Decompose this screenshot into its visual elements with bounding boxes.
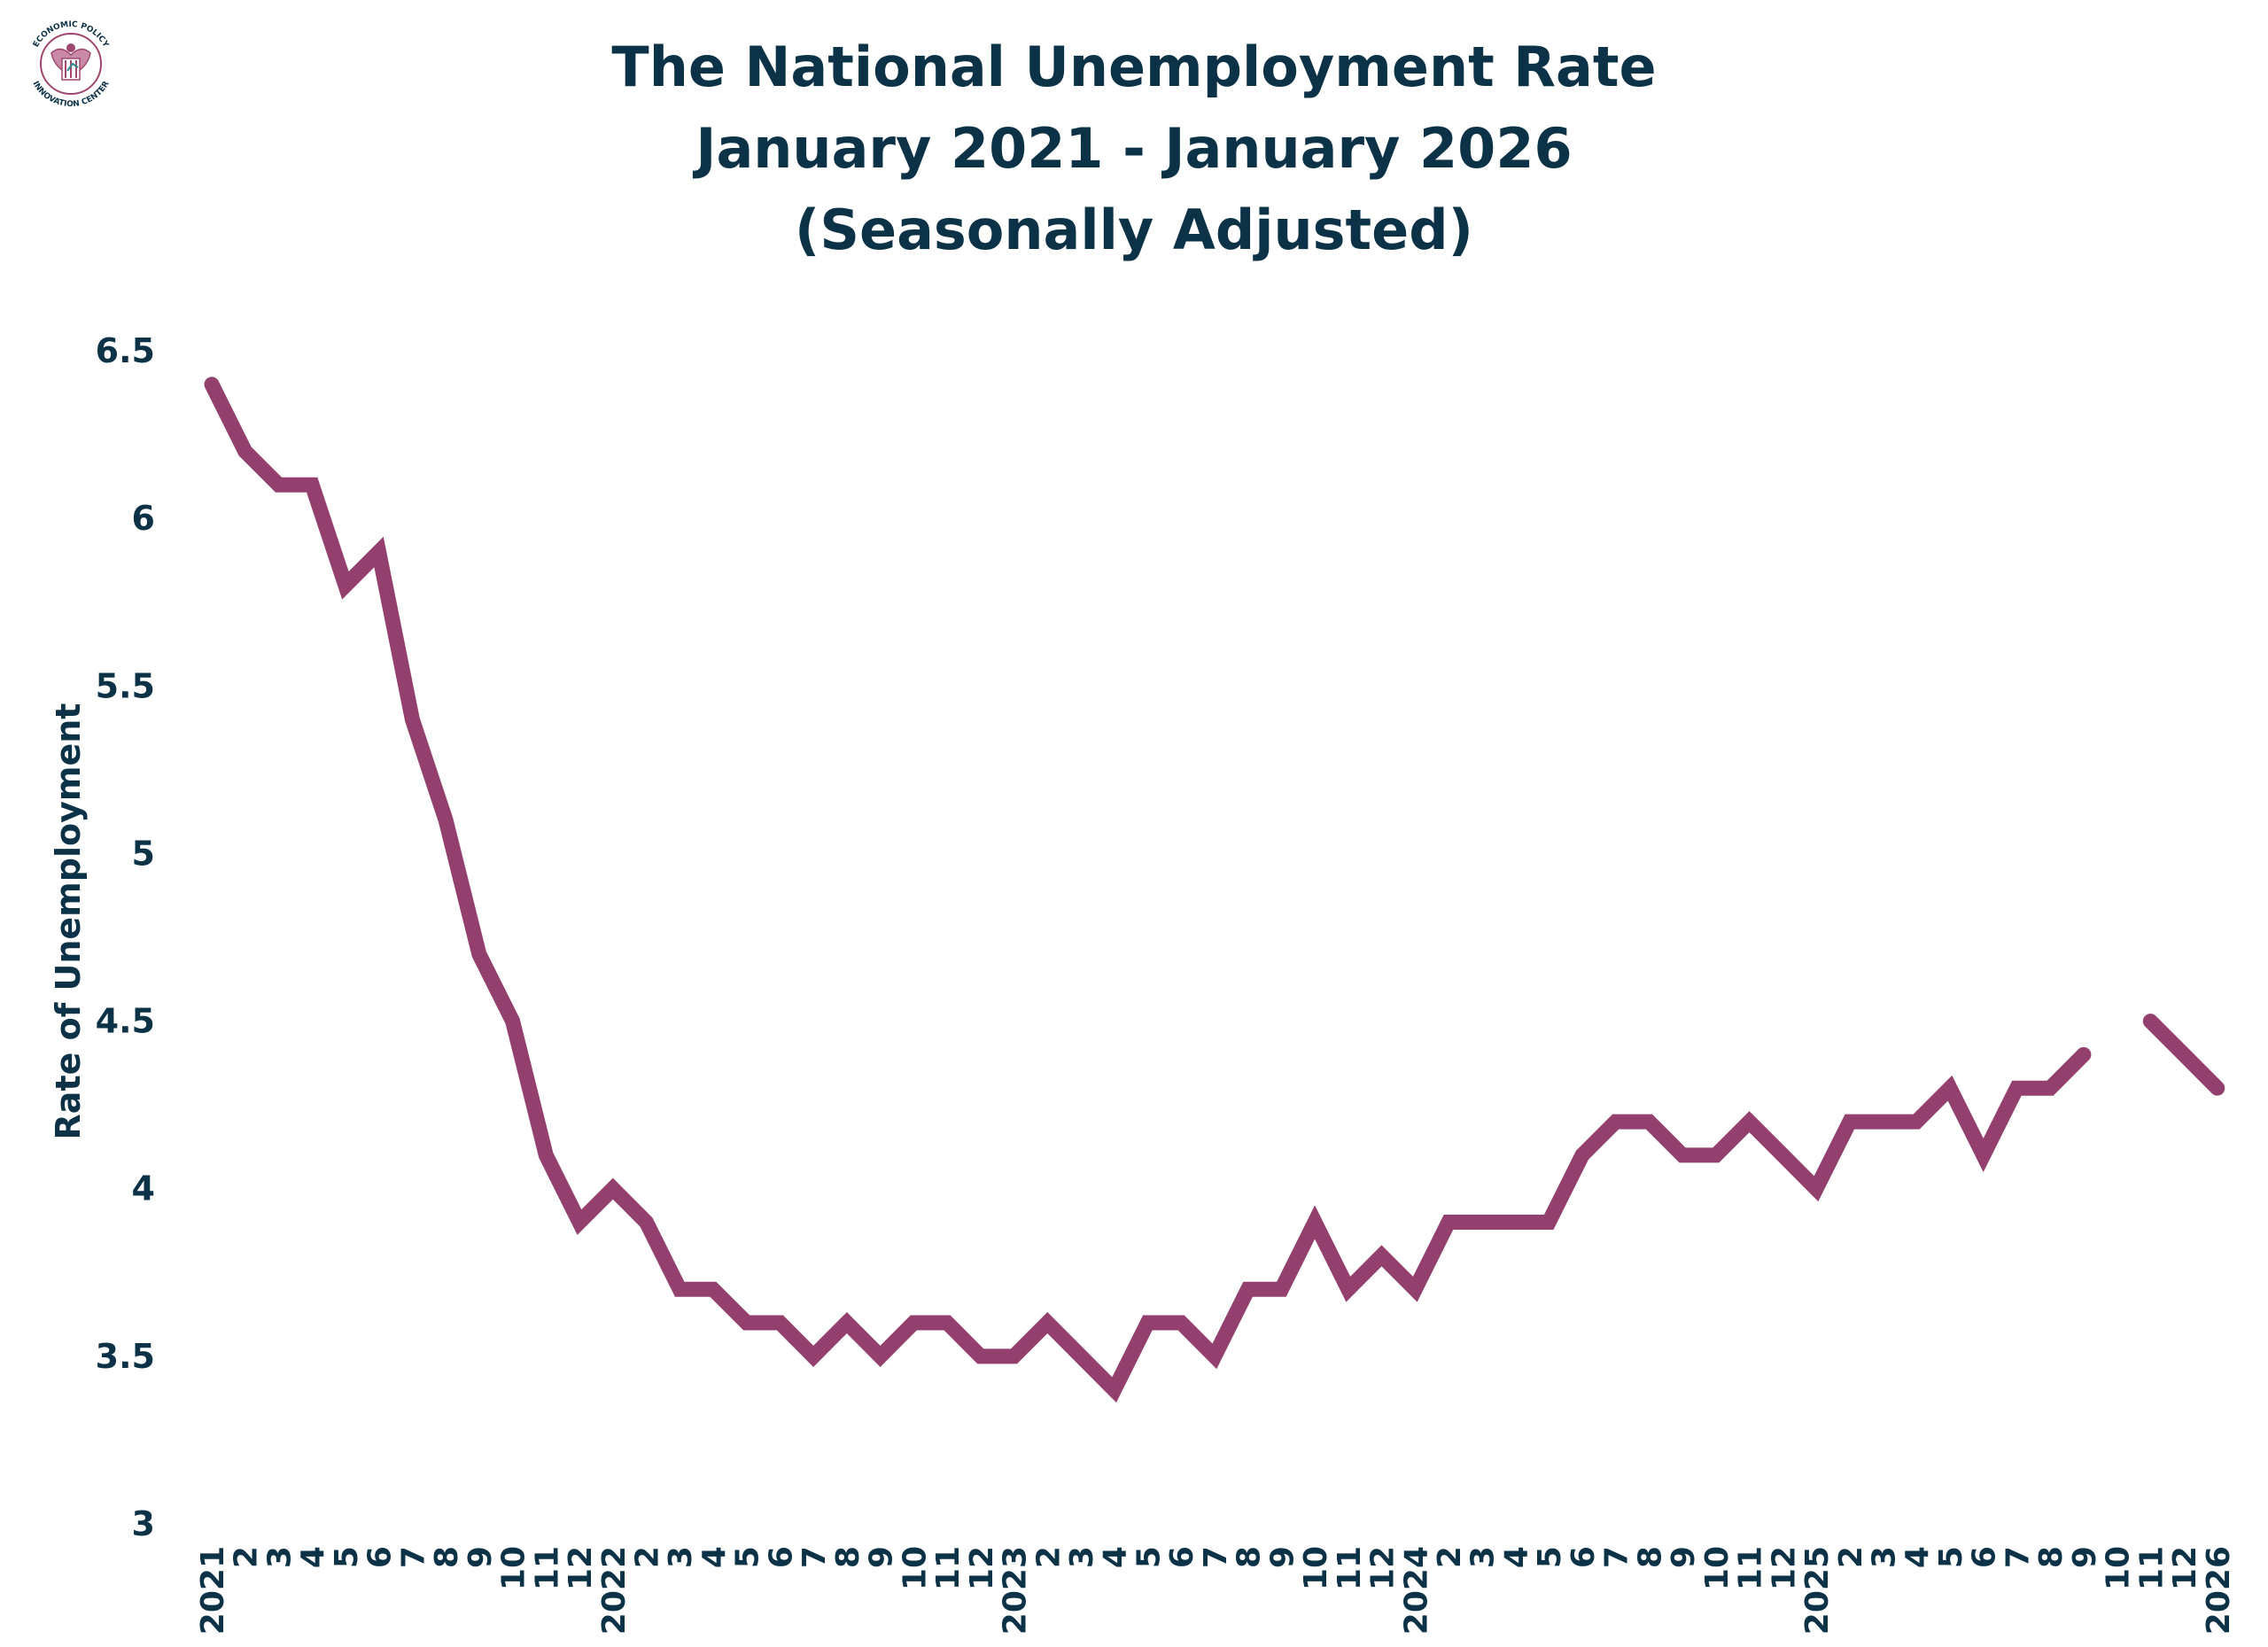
y-tick-label: 3.5 bbox=[96, 1337, 155, 1376]
title-line-1: The National Unemployment Rate bbox=[611, 35, 1657, 99]
x-tick-label: 4 bbox=[1498, 1546, 1534, 1568]
x-tick-label: 4 bbox=[696, 1546, 733, 1568]
x-tick-label: 3 bbox=[261, 1546, 298, 1568]
title-line-3: (Seasonally Adjusted) bbox=[795, 198, 1473, 262]
x-tick-label: 7 bbox=[1198, 1546, 1234, 1568]
x-tick-label: 2022 bbox=[596, 1546, 633, 1635]
x-tick-label: 4 bbox=[1098, 1546, 1134, 1568]
x-tick-label: 2021 bbox=[195, 1546, 231, 1635]
y-tick-label: 5 bbox=[132, 834, 155, 873]
x-tick-label: 3 bbox=[1867, 1546, 1903, 1568]
x-tick-label: 10 bbox=[496, 1546, 532, 1590]
x-tick-label: 11 bbox=[930, 1546, 967, 1590]
x-tick-label: 12 bbox=[563, 1546, 599, 1590]
y-axis-label: Rate of Unemployment bbox=[49, 703, 88, 1140]
x-tick-label: 6 bbox=[1565, 1546, 1602, 1568]
eagle-seal-icon bbox=[50, 43, 91, 81]
x-tick-label: 12 bbox=[1365, 1546, 1402, 1590]
y-tick-label: 4 bbox=[132, 1169, 155, 1208]
x-tick-label: 2 bbox=[1833, 1546, 1869, 1568]
x-tick-label: 6 bbox=[362, 1546, 399, 1568]
x-tick-label: 12 bbox=[2167, 1546, 2203, 1590]
x-tick-label: 2026 bbox=[2201, 1546, 2237, 1635]
y-tick-label: 3 bbox=[132, 1504, 155, 1543]
x-axis-ticks: 2021234567891011122022234567891011122023… bbox=[195, 1546, 2237, 1635]
x-tick-label: 11 bbox=[2133, 1546, 2170, 1590]
x-tick-label: 2024 bbox=[1398, 1546, 1434, 1635]
x-tick-label: 12 bbox=[964, 1546, 1000, 1590]
x-tick-label: 2025 bbox=[1799, 1546, 1836, 1635]
x-tick-label: 9 bbox=[864, 1546, 900, 1568]
x-tick-label: 4 bbox=[1899, 1546, 1936, 1568]
x-tick-label: 2023 bbox=[998, 1546, 1034, 1635]
logo-seal: ECONOMIC POLICY INNOVATION CENTER bbox=[30, 20, 111, 109]
x-tick-label: 2 bbox=[629, 1546, 665, 1568]
series-lines bbox=[204, 377, 2225, 1403]
y-tick-label: 6.5 bbox=[96, 331, 155, 370]
x-tick-label: 7 bbox=[1599, 1546, 1635, 1568]
x-tick-label: 8 bbox=[830, 1546, 866, 1568]
x-tick-label: 10 bbox=[2101, 1546, 2137, 1590]
x-tick-label: 10 bbox=[897, 1546, 933, 1590]
x-tick-label: 5 bbox=[1130, 1546, 1167, 1568]
x-tick-label: 11 bbox=[529, 1546, 565, 1590]
x-tick-label: 7 bbox=[395, 1546, 431, 1568]
x-tick-label: 8 bbox=[1231, 1546, 1268, 1568]
x-tick-label: 8 bbox=[2033, 1546, 2070, 1568]
x-tick-label: 3 bbox=[663, 1546, 699, 1568]
x-tick-label: 5 bbox=[1532, 1546, 1568, 1568]
y-tick-label: 6 bbox=[132, 499, 155, 538]
x-tick-label: 10 bbox=[1699, 1546, 1736, 1590]
x-tick-label: 12 bbox=[1766, 1546, 1802, 1590]
x-tick-label: 2 bbox=[1030, 1546, 1067, 1568]
x-tick-label: 8 bbox=[1632, 1546, 1668, 1568]
x-tick-label: 9 bbox=[1666, 1546, 1702, 1568]
title-line-2: January 2021 - January 2026 bbox=[695, 116, 1573, 181]
x-tick-label: 2 bbox=[1432, 1546, 1468, 1568]
x-tick-label: 5 bbox=[730, 1546, 766, 1568]
x-tick-label: 5 bbox=[329, 1546, 365, 1568]
x-tick-label: 8 bbox=[429, 1546, 465, 1568]
x-tick-label: 2 bbox=[229, 1546, 265, 1568]
x-tick-label: 6 bbox=[763, 1546, 799, 1568]
x-tick-label: 6 bbox=[1164, 1546, 1200, 1568]
x-tick-label: 4 bbox=[295, 1546, 331, 1568]
x-tick-label: 5 bbox=[1933, 1546, 1969, 1568]
x-tick-label: 3 bbox=[1064, 1546, 1100, 1568]
x-tick-label: 7 bbox=[796, 1546, 833, 1568]
y-tick-label: 4.5 bbox=[96, 1002, 155, 1041]
x-tick-label: 10 bbox=[1298, 1546, 1334, 1590]
x-tick-label: 9 bbox=[462, 1546, 499, 1568]
x-tick-label: 11 bbox=[1332, 1546, 1368, 1590]
x-tick-label: 11 bbox=[1733, 1546, 1769, 1590]
x-tick-label: 9 bbox=[2067, 1546, 2103, 1568]
chart-title: The National Unemployment Rate January 2… bbox=[0, 27, 2268, 271]
y-tick-label: 5.5 bbox=[96, 666, 155, 705]
series-line-segment bbox=[204, 377, 2092, 1403]
x-tick-label: 9 bbox=[1264, 1546, 1301, 1568]
x-tick-label: 6 bbox=[1967, 1546, 2003, 1568]
series-line-segment bbox=[2142, 1014, 2225, 1096]
x-tick-label: 7 bbox=[2000, 1546, 2036, 1568]
x-tick-label: 3 bbox=[1465, 1546, 1502, 1568]
y-axis-ticks: 3 3.5 4 4.5 5 5.5 6 6.5 bbox=[96, 331, 155, 1543]
